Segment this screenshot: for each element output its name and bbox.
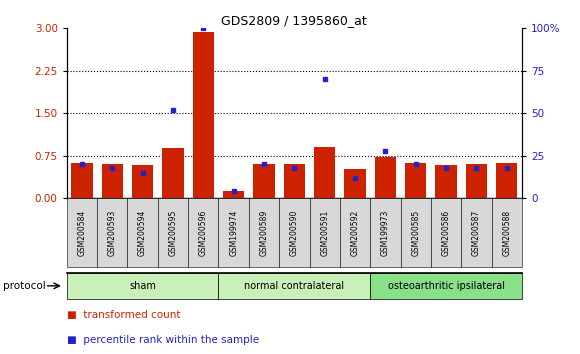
Title: GDS2809 / 1395860_at: GDS2809 / 1395860_at [222,14,367,27]
Text: GSM199974: GSM199974 [229,210,238,256]
Bar [132,165,153,198]
Text: GSM200592: GSM200592 [350,210,360,256]
Text: GSM200595: GSM200595 [168,210,177,256]
Text: GSM200584: GSM200584 [77,210,86,256]
Text: ■  transformed count: ■ transformed count [67,310,180,320]
Bar [314,147,335,198]
Bar [193,32,214,198]
Bar [466,164,487,198]
Text: GSM200587: GSM200587 [472,210,481,256]
Text: GSM200585: GSM200585 [411,210,420,256]
Bar [223,191,244,198]
Bar [375,158,396,198]
Text: normal contralateral: normal contralateral [244,281,345,291]
Bar [253,164,274,198]
Text: GSM200594: GSM200594 [138,210,147,256]
Text: GSM200591: GSM200591 [320,210,329,256]
Text: GSM199973: GSM199973 [381,210,390,256]
Text: osteoarthritic ipsilateral: osteoarthritic ipsilateral [387,281,505,291]
Text: GSM200596: GSM200596 [199,210,208,256]
Bar [102,164,123,198]
Text: GSM200588: GSM200588 [502,210,512,256]
Bar [284,164,305,198]
Bar [162,148,183,198]
Bar [405,163,426,198]
Bar [71,163,92,198]
Text: GSM200590: GSM200590 [290,210,299,256]
Bar [496,163,517,198]
Text: protocol: protocol [3,281,46,291]
Bar [436,165,456,198]
Text: GSM200589: GSM200589 [259,210,269,256]
Bar [345,169,365,198]
Text: ■  percentile rank within the sample: ■ percentile rank within the sample [67,335,259,345]
Text: sham: sham [129,281,156,291]
Text: GSM200586: GSM200586 [441,210,451,256]
Text: GSM200593: GSM200593 [108,210,117,256]
